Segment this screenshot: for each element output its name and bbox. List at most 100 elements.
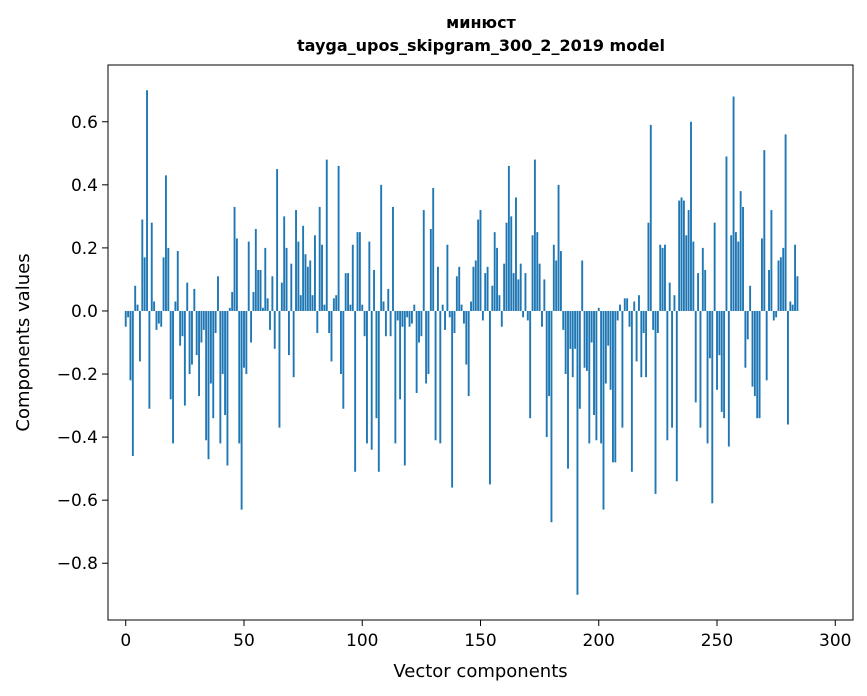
bar bbox=[500, 310, 503, 327]
bar bbox=[491, 285, 494, 311]
bar bbox=[330, 310, 333, 362]
bar bbox=[257, 269, 260, 311]
bar bbox=[742, 206, 744, 311]
bar bbox=[772, 310, 775, 321]
bar bbox=[716, 310, 718, 390]
bar bbox=[427, 310, 430, 375]
y-tick-label: 0.2 bbox=[71, 239, 98, 259]
bar bbox=[597, 307, 600, 311]
bar bbox=[498, 295, 501, 311]
bar bbox=[578, 310, 581, 409]
bar bbox=[571, 310, 574, 378]
bar bbox=[235, 238, 238, 311]
bar bbox=[612, 310, 614, 463]
bar bbox=[585, 310, 588, 371]
bar bbox=[316, 310, 319, 334]
bar bbox=[254, 228, 257, 311]
bar bbox=[209, 310, 212, 384]
bar bbox=[635, 310, 638, 362]
bar bbox=[671, 310, 674, 428]
bar bbox=[782, 247, 785, 311]
bar bbox=[642, 310, 645, 334]
bar bbox=[794, 244, 796, 311]
bar bbox=[444, 310, 446, 330]
bar bbox=[784, 134, 787, 311]
bar bbox=[531, 235, 534, 311]
bar bbox=[477, 219, 480, 311]
bar bbox=[127, 310, 130, 318]
bar bbox=[247, 241, 250, 311]
bar bbox=[678, 200, 681, 311]
bar bbox=[756, 310, 759, 419]
bar bbox=[332, 298, 335, 311]
bar bbox=[569, 310, 572, 349]
bar bbox=[649, 124, 652, 311]
bar bbox=[730, 235, 733, 311]
bar bbox=[387, 288, 390, 311]
bar bbox=[406, 310, 409, 318]
y-tick-label: 0.4 bbox=[71, 176, 98, 196]
y-tick-label: 0.6 bbox=[71, 113, 98, 133]
bar bbox=[323, 304, 326, 311]
bar bbox=[165, 175, 167, 311]
bar bbox=[380, 184, 383, 311]
bar bbox=[259, 269, 262, 311]
bar bbox=[356, 232, 359, 311]
y-tick-label: −0.6 bbox=[57, 491, 98, 511]
bar bbox=[524, 273, 527, 311]
bar bbox=[607, 310, 610, 346]
bar-series bbox=[124, 90, 799, 595]
bar bbox=[661, 247, 664, 311]
bar bbox=[616, 310, 619, 321]
bar bbox=[155, 310, 158, 330]
bar bbox=[212, 310, 215, 419]
bar bbox=[399, 310, 402, 400]
y-tick-label: −0.2 bbox=[57, 365, 98, 385]
bar bbox=[169, 310, 172, 400]
bar bbox=[160, 310, 163, 327]
plot-frame bbox=[107, 64, 854, 621]
bar bbox=[325, 159, 328, 311]
bar bbox=[699, 310, 702, 428]
bar bbox=[638, 295, 640, 311]
bar bbox=[358, 232, 361, 311]
bar bbox=[522, 310, 525, 318]
bar bbox=[548, 310, 551, 397]
bar bbox=[583, 310, 586, 368]
bar bbox=[344, 273, 347, 311]
bar bbox=[200, 310, 203, 343]
bar bbox=[470, 301, 472, 311]
bar bbox=[302, 225, 305, 311]
y-axis-label: Components values bbox=[13, 253, 34, 431]
bar bbox=[574, 310, 577, 349]
x-tick-label: 150 bbox=[464, 631, 496, 651]
bar bbox=[231, 292, 234, 311]
bar bbox=[228, 307, 231, 311]
bar bbox=[389, 310, 392, 337]
bar bbox=[734, 232, 737, 311]
bar bbox=[394, 310, 397, 444]
bar bbox=[623, 298, 626, 311]
x-tick-label: 300 bbox=[819, 631, 851, 651]
bar bbox=[219, 310, 222, 444]
bar bbox=[363, 310, 366, 337]
bar bbox=[463, 310, 465, 324]
x-tick-label: 50 bbox=[233, 631, 255, 651]
bar bbox=[202, 310, 205, 330]
bar bbox=[503, 263, 506, 311]
bar bbox=[191, 310, 193, 365]
bar bbox=[150, 222, 153, 311]
bar bbox=[460, 304, 463, 311]
bar bbox=[507, 165, 510, 311]
bar bbox=[413, 304, 416, 311]
bar bbox=[321, 244, 323, 311]
bar bbox=[529, 310, 532, 419]
bar bbox=[368, 241, 371, 311]
bar bbox=[538, 263, 541, 311]
bar bbox=[711, 310, 714, 504]
bar bbox=[446, 244, 449, 311]
bar bbox=[552, 244, 555, 311]
bar bbox=[595, 310, 598, 441]
bar bbox=[167, 247, 170, 311]
bar bbox=[768, 269, 770, 311]
